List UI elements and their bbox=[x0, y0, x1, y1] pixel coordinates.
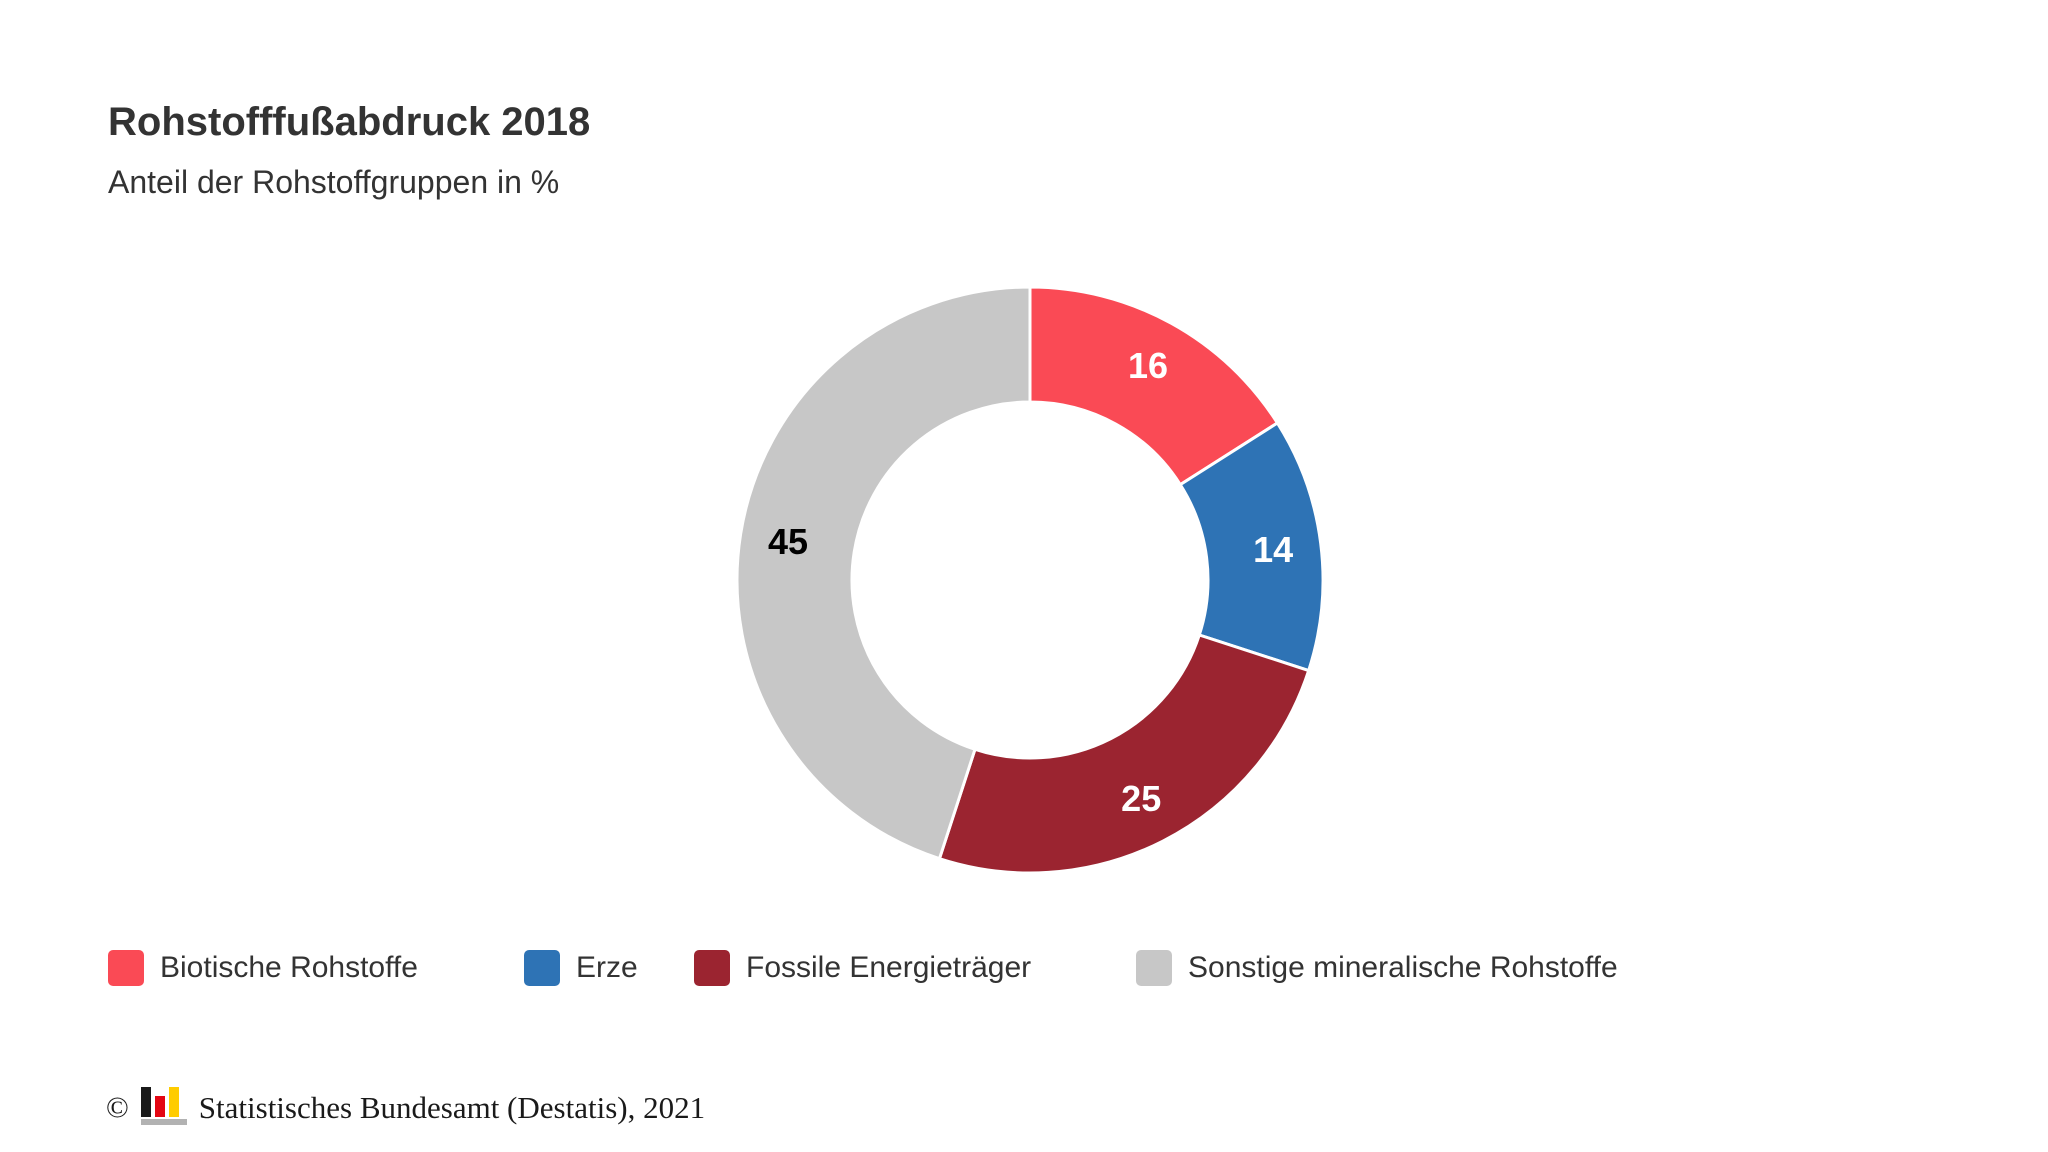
legend-item-0: Biotische Rohstoffe bbox=[108, 946, 418, 990]
slice-value-label-2: 25 bbox=[1121, 778, 1161, 819]
legend-label-1: Erze bbox=[576, 951, 638, 984]
logo-bar-black bbox=[140, 1087, 151, 1117]
donut-slice-2 bbox=[937, 633, 1311, 875]
legend-item-3: Sonstige mineralische Rohstoffe bbox=[1136, 946, 1618, 990]
legend-label-3: Sonstige mineralische Rohstoffe bbox=[1188, 951, 1618, 984]
logo-bar-gold bbox=[168, 1087, 179, 1117]
logo-base-bar bbox=[140, 1119, 187, 1125]
slice-value-label-1: 14 bbox=[1253, 529, 1293, 570]
legend-swatch-1 bbox=[524, 950, 560, 986]
chart-title: Rohstofffußabdruck 2018 bbox=[108, 100, 591, 144]
legend-swatch-0 bbox=[108, 950, 144, 986]
logo-bar-red bbox=[154, 1096, 165, 1117]
chart-subtitle: Anteil der Rohstoffgruppen in % bbox=[108, 164, 560, 200]
legend-swatch-3 bbox=[1136, 950, 1172, 986]
copyright-text: Statistisches Bundesamt (Destatis), 2021 bbox=[198, 1090, 706, 1125]
destatis-logo-icon bbox=[140, 1087, 187, 1125]
donut-chart: 16 14 25 45 bbox=[735, 285, 1325, 875]
legend: Biotische Rohstoffe Erze Fossile Energietr… bbox=[0, 946, 2048, 990]
legend-item-1: Erze bbox=[524, 946, 638, 990]
donut-slice-3 bbox=[735, 285, 1032, 861]
legend-label-0: Biotische Rohstoffe bbox=[160, 951, 418, 984]
slice-value-label-3: 45 bbox=[768, 521, 808, 562]
destatis-logo-bars bbox=[140, 1087, 187, 1117]
footer: © Statistisches Bundesamt (Destatis), 20… bbox=[106, 1082, 705, 1126]
legend-label-2: Fossile Energieträger bbox=[746, 951, 1032, 984]
legend-swatch-2 bbox=[694, 950, 730, 986]
legend-item-2: Fossile Energieträger bbox=[694, 946, 1031, 990]
copyright-icon: © bbox=[106, 1091, 129, 1124]
slice-value-label-0: 16 bbox=[1128, 345, 1168, 386]
